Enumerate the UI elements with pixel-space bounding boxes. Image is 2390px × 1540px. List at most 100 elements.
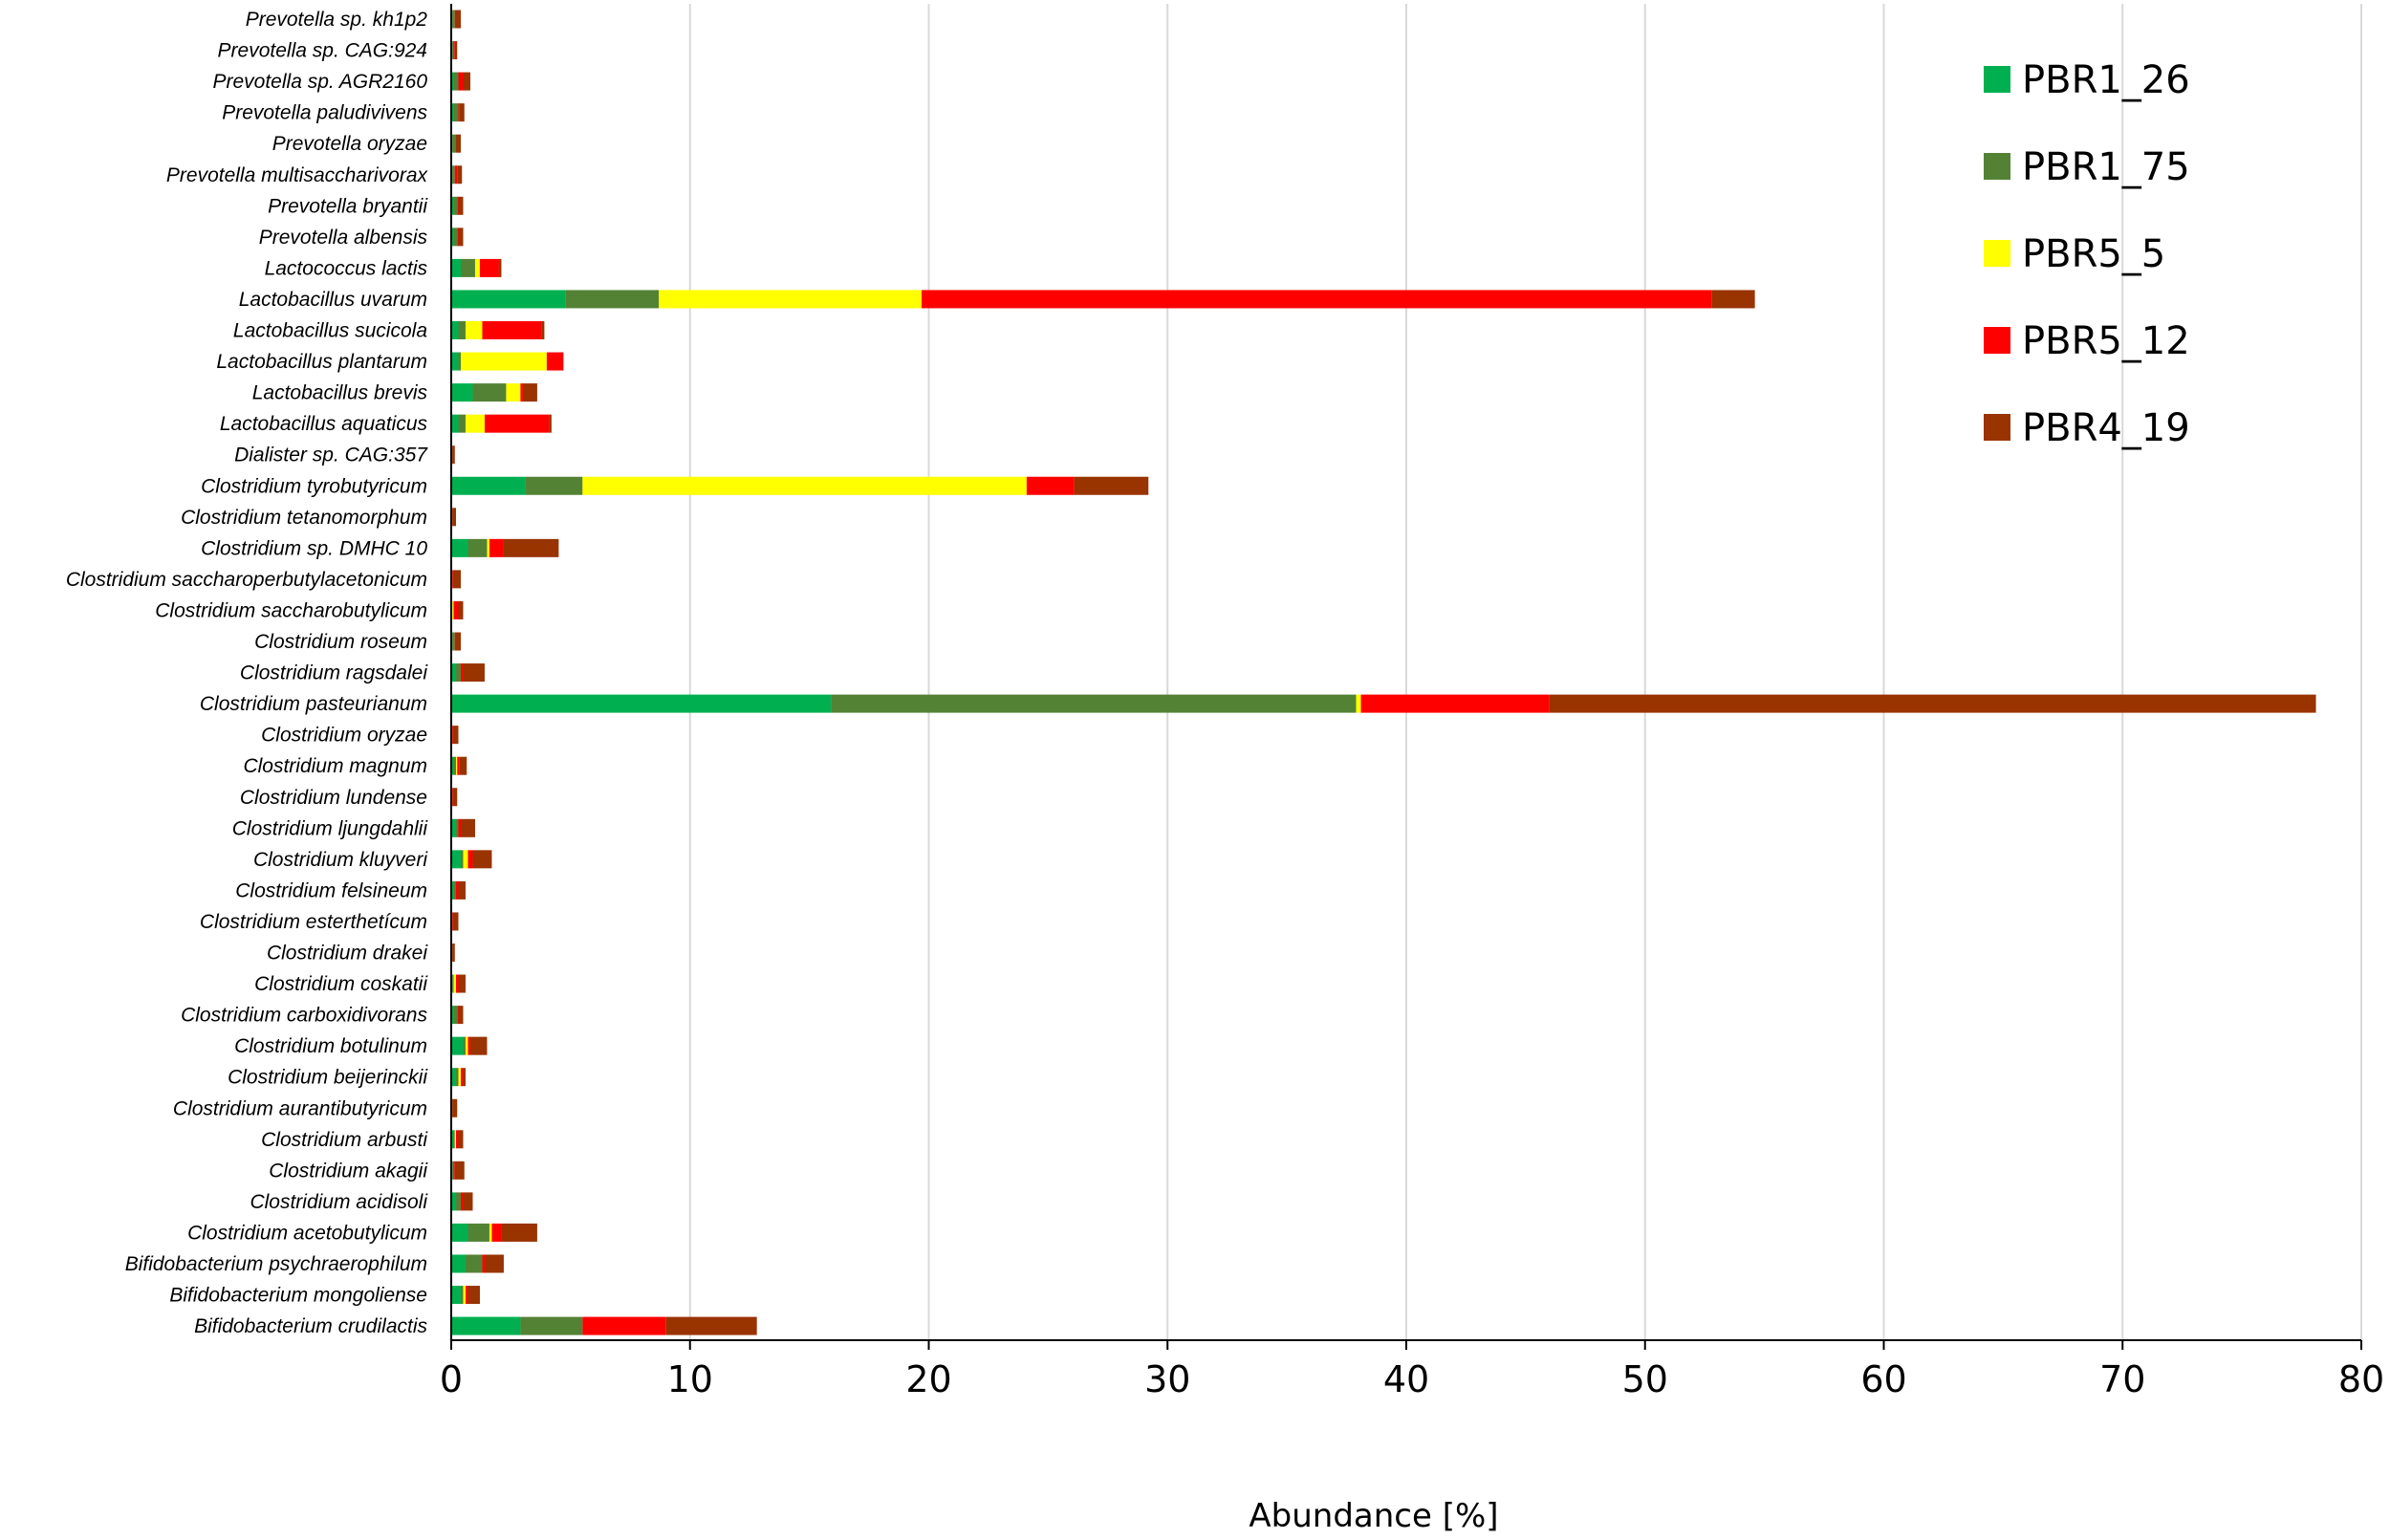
- category-label: Clostridium carboxidivorans: [181, 1005, 427, 1027]
- bar-segment: [452, 726, 454, 745]
- bar-segment: [1026, 476, 1075, 495]
- bar-segment: [582, 1316, 666, 1335]
- bar-segment: [467, 850, 473, 869]
- bar-segment: [451, 476, 526, 495]
- category-label: Lactobacillus aquaticus: [220, 413, 428, 435]
- bar-segment: [463, 850, 468, 869]
- category-label: Bifidobacterium crudilactis: [194, 1315, 427, 1337]
- bar-segment: [541, 321, 545, 339]
- bar-segment: [451, 694, 832, 713]
- bar-segment: [455, 1130, 459, 1149]
- category-label: Clostridium saccharoperbutylacetonicum: [66, 569, 427, 591]
- bar-segment: [451, 228, 454, 247]
- bar-segment: [463, 72, 470, 91]
- bar-segment: [454, 41, 458, 60]
- bar-segment: [455, 663, 461, 683]
- bar-segment: [452, 41, 454, 60]
- category-label: Clostridium tetanomorphum: [181, 507, 427, 529]
- bar-segment: [451, 1036, 464, 1055]
- bar-segment: [458, 414, 466, 433]
- bar-segment: [460, 663, 464, 683]
- bar-segment: [460, 1192, 464, 1211]
- bar-segment: [457, 196, 459, 215]
- bar-segment: [458, 72, 464, 91]
- bar-segment: [1074, 476, 1149, 495]
- bar-segment: [503, 538, 559, 557]
- bar-segment: [922, 290, 1712, 309]
- bar-segment: [458, 228, 464, 247]
- bars: [451, 10, 2316, 1335]
- bar-segment: [467, 1036, 470, 1055]
- bar-segment: [458, 974, 466, 993]
- x-tick-label: 20: [905, 1358, 951, 1400]
- bar-segment: [451, 103, 454, 122]
- bar-segment: [454, 10, 456, 29]
- category-label: Lactococcus lactis: [265, 257, 428, 279]
- category-label: Lactobacillus uvarum: [239, 289, 427, 311]
- bar-segment: [472, 383, 507, 402]
- bar-segment: [455, 1068, 459, 1087]
- bar-segment: [458, 818, 461, 837]
- bar-segment: [451, 258, 461, 277]
- bar-segment: [460, 1068, 464, 1087]
- x-axis: 0 10 20 30 40 50 60 70 80: [440, 4, 2384, 1400]
- bar-segment: [453, 788, 458, 807]
- bar-segment: [451, 756, 454, 775]
- bar-segment: [460, 258, 475, 277]
- category-label: Clostridium oryzae: [261, 725, 427, 747]
- bar-segment: [1360, 694, 1550, 713]
- bar-segment: [1549, 694, 2316, 713]
- bar-segment: [565, 290, 660, 309]
- x-tick-label: 50: [1622, 1358, 1668, 1400]
- x-tick-label: 60: [1860, 1358, 1906, 1400]
- bar-segment: [452, 134, 456, 153]
- x-axis-title: Abundance [%]: [1249, 1497, 1498, 1535]
- legend-swatch: [1984, 414, 2010, 441]
- category-label: Clostridium tyrobutyricum: [201, 475, 427, 497]
- category-label: Clostridium esterthetícum: [200, 911, 427, 933]
- bar-segment: [451, 321, 459, 339]
- bar-segment: [454, 632, 456, 651]
- bar-segment: [451, 1068, 456, 1087]
- bar-segment: [463, 663, 485, 683]
- bar-segment: [451, 1223, 468, 1242]
- bar-segment: [460, 352, 547, 371]
- bar-segment: [458, 103, 460, 122]
- bar-segment: [463, 1068, 466, 1087]
- bar-segment: [465, 1036, 468, 1055]
- bar-segment: [453, 1160, 455, 1180]
- bar-segment: [522, 383, 537, 402]
- bar-segment: [452, 10, 455, 29]
- bar-segment: [491, 1223, 502, 1242]
- bar-segment: [453, 912, 459, 931]
- bar-segment: [453, 974, 456, 993]
- bar-segment: [453, 570, 461, 589]
- legend-swatch: [1984, 327, 2010, 354]
- bar-segment: [452, 912, 454, 931]
- category-label: Prevotella sp. CAG:924: [218, 40, 427, 62]
- bar-segment: [465, 1254, 483, 1273]
- bar-segment: [455, 134, 461, 153]
- legend-label: PBR1_26: [2022, 58, 2190, 102]
- category-label: Prevotella bryantii: [268, 195, 428, 217]
- bar-segment: [454, 1130, 456, 1149]
- category-label: Bifidobacterium mongoliense: [169, 1285, 427, 1307]
- bar-segment: [467, 538, 488, 557]
- category-label: Clostridium beijerinckii: [228, 1067, 428, 1089]
- bar-segment: [452, 974, 454, 993]
- bar-segment: [453, 103, 459, 122]
- bar-segment: [482, 321, 542, 339]
- bar-segment: [463, 1286, 466, 1305]
- category-label: Prevotella albensis: [259, 227, 428, 249]
- category-label: Clostridium lundense: [240, 787, 427, 809]
- bar-segment: [506, 383, 521, 402]
- category-label: Clostridium acetobutylicum: [187, 1222, 427, 1244]
- category-label: Prevotella oryzae: [272, 133, 427, 155]
- bar-segment: [453, 41, 455, 60]
- bar-segment: [520, 1316, 583, 1335]
- bar-segment: [451, 818, 456, 837]
- bar-segment: [458, 321, 466, 339]
- category-label: Clostridium magnum: [243, 755, 427, 777]
- bar-segment: [457, 756, 460, 775]
- x-tick-label: 40: [1383, 1358, 1429, 1400]
